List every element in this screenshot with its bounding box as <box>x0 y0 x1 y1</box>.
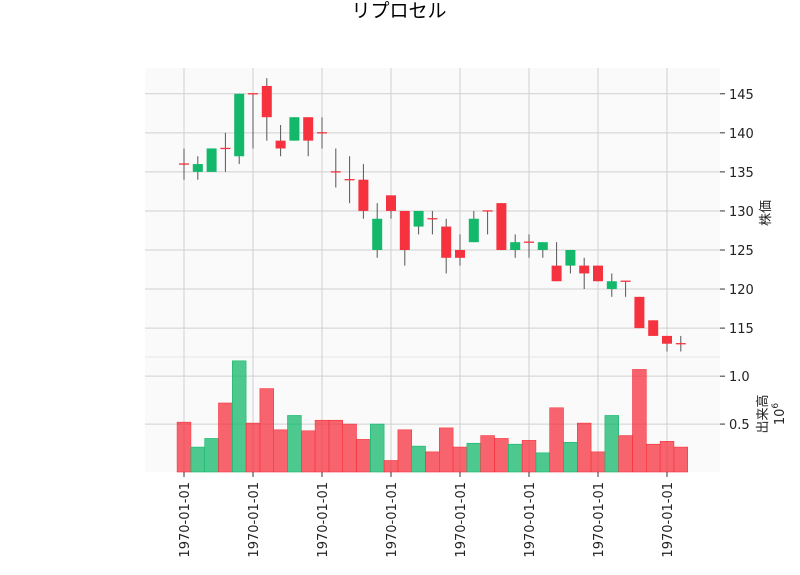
x-tick-label: 1970-01-01 <box>247 482 262 558</box>
candle-body <box>261 85 272 118</box>
candle-body <box>303 117 314 141</box>
volume-bar <box>645 443 661 473</box>
volume-bar <box>259 388 274 473</box>
candle-body <box>593 265 603 282</box>
price-tick-label: 120 <box>729 283 754 298</box>
volume-bar <box>438 427 454 473</box>
candle-body <box>468 218 479 243</box>
volume-bar <box>563 441 578 473</box>
volume-bar <box>369 423 385 473</box>
volume-bar <box>314 419 330 473</box>
volume-bar <box>507 443 523 473</box>
candle-body <box>606 281 617 290</box>
price-tick-label: 135 <box>729 166 754 181</box>
candle-body <box>537 242 548 250</box>
candle-body <box>358 179 369 211</box>
volume-bar <box>218 402 233 473</box>
candle-body <box>234 93 245 157</box>
volume-bar <box>232 360 247 473</box>
x-tick-label: 1970-01-01 <box>454 482 469 558</box>
candle-body <box>413 210 424 227</box>
volume-multiplier-label: 106 <box>771 403 788 426</box>
price-axis-label: 株価 <box>759 200 774 226</box>
candle-body <box>275 140 286 149</box>
volume-bar <box>632 369 647 473</box>
volume-bar <box>204 438 219 473</box>
volume-multiplier-base: 10 <box>773 409 788 426</box>
candle-body <box>551 265 562 282</box>
volume-bar <box>328 419 343 473</box>
candle-body <box>496 203 507 250</box>
price-tick-label: 140 <box>729 127 754 142</box>
volume-bar <box>618 435 633 473</box>
volume-bar <box>494 438 509 473</box>
volume-bar <box>383 460 399 473</box>
chart-title: リプロセル <box>351 0 446 22</box>
volume-bar <box>480 435 495 473</box>
candle-body <box>206 148 217 172</box>
volume-bar <box>273 429 288 473</box>
volume-bar <box>549 407 564 473</box>
volume-bar <box>397 429 412 473</box>
candle-body <box>565 249 576 266</box>
candle-body <box>662 335 672 344</box>
volume-bar <box>411 445 426 473</box>
volume-multiplier-exponent: 6 <box>771 403 781 409</box>
volume-bar <box>176 421 192 473</box>
volume-bar <box>425 451 440 473</box>
price-tick-label: 125 <box>729 244 754 259</box>
x-tick-label: 1970-01-01 <box>178 482 193 558</box>
x-tick-label: 1970-01-01 <box>592 482 607 558</box>
candle-body <box>648 320 659 336</box>
volume-bar <box>342 423 357 473</box>
volume-tick-label: 0.5 <box>729 418 750 433</box>
volume-bar <box>356 439 371 473</box>
candle-body <box>579 265 590 274</box>
price-tick-label: 145 <box>729 88 754 103</box>
candle-body <box>510 242 521 250</box>
volume-tick-label: 1.0 <box>729 370 750 385</box>
volume-bar <box>673 446 689 473</box>
volume-bar <box>452 446 468 473</box>
volume-bar <box>576 422 592 473</box>
candle-body <box>192 164 203 172</box>
candle-body <box>399 210 410 250</box>
volume-bar <box>287 415 302 473</box>
candle-body <box>372 218 383 250</box>
candle-body <box>634 296 645 329</box>
volume-bar <box>245 422 261 473</box>
volume-bar <box>466 442 481 473</box>
candle-body <box>289 117 300 141</box>
grid-lines <box>145 68 720 472</box>
x-tick-label: 1970-01-01 <box>385 482 400 558</box>
x-tick-label: 1970-01-01 <box>316 482 331 558</box>
x-tick-label: 1970-01-01 <box>661 482 676 558</box>
volume-axis-label: 出来高 <box>755 394 771 433</box>
price-tick-label: 130 <box>729 205 754 220</box>
volume-bar <box>300 430 316 473</box>
volume-bar <box>190 446 205 473</box>
price-candles <box>179 78 686 352</box>
x-tick-label: 1970-01-01 <box>523 482 538 558</box>
candle-body <box>386 195 396 211</box>
axis-ticks: 115 120 125 130 135 140 145 0.5 1.0 1970-01-01 197… <box>178 88 754 558</box>
price-tick-label: 115 <box>729 322 754 337</box>
volume-bar <box>590 451 606 473</box>
candle-body <box>441 226 452 258</box>
volume-bar <box>535 452 551 473</box>
volume-bars <box>176 360 689 473</box>
volume-bar <box>521 440 537 473</box>
volume-bar <box>604 415 620 473</box>
volume-bar <box>659 441 675 473</box>
candle-body <box>455 249 465 258</box>
